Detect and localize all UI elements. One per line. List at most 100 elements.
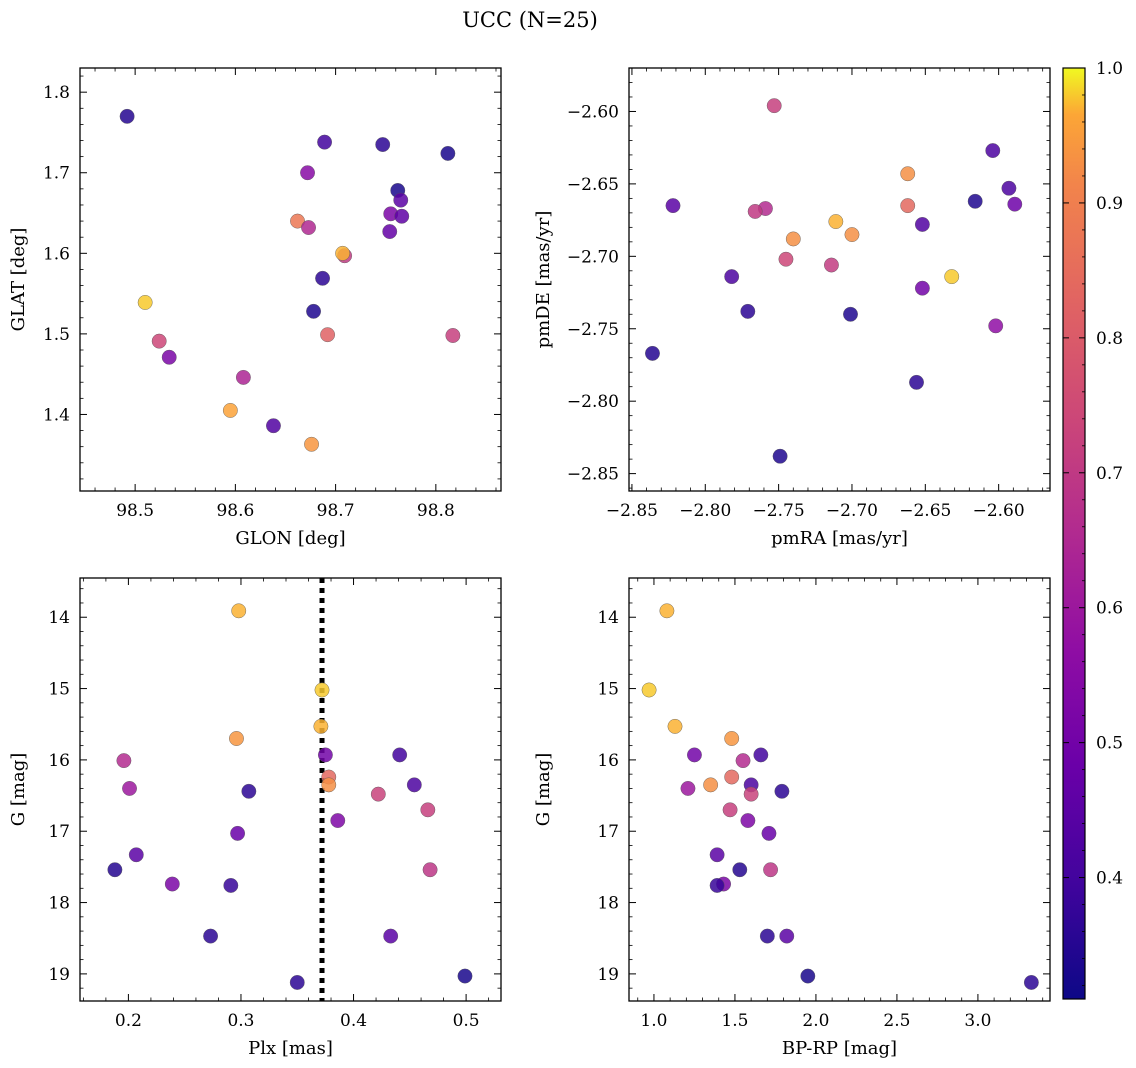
scatter-point (687, 747, 702, 763)
scatter-point (266, 418, 281, 434)
x-tick-label: 1.0 (640, 1011, 667, 1031)
y-tick-label: 1.5 (43, 325, 70, 345)
colorbar-tick-label: 1.0 (1096, 59, 1123, 79)
scatter-point (241, 783, 257, 799)
scatter-point (722, 802, 738, 818)
y-tick-label: 14 (48, 608, 70, 628)
x-tick-label: −2.75 (753, 501, 805, 521)
scatter-point (317, 747, 333, 763)
colorbar: 0.4 0.5 0.6 0.7 0.8 0.9 1.0 (1062, 59, 1123, 1000)
scatter-point (824, 257, 839, 273)
scatter-point (1001, 180, 1017, 196)
scatter-point (761, 825, 777, 841)
panel-plx-g: 0.2 0.3 0.4 0.5 14 15 16 17 18 19 Plx [mas] G [mag] (8, 577, 502, 1059)
scatter-point (222, 403, 238, 418)
scatter-point (753, 747, 769, 763)
scatter-point (778, 251, 794, 267)
scatter-point (828, 214, 844, 229)
y-tick-label: 15 (597, 680, 619, 700)
scatter-point (843, 306, 858, 322)
scatter-point (709, 878, 725, 893)
scatter-point (107, 862, 123, 878)
scatter-point (321, 777, 337, 793)
x-tick-label: 1.5 (721, 1011, 748, 1031)
y-tick-label: 1.7 (43, 164, 70, 184)
scatter-point (785, 231, 801, 247)
y-tick-label: 15 (48, 680, 70, 700)
axes-frame (628, 67, 1051, 492)
scatter-point (900, 198, 916, 214)
scatter-point (659, 603, 675, 619)
scatter-point (203, 928, 218, 944)
x-tick-label: 0.5 (453, 1011, 480, 1031)
y-tick-label: −2.75 (567, 320, 619, 340)
x-tick-label: 98.8 (417, 501, 455, 521)
y-tick-label: 17 (597, 822, 619, 842)
scatter-point (314, 682, 330, 698)
y-tick-label: 1.6 (43, 244, 70, 264)
scatter-point (457, 968, 473, 984)
y-tick-label: 16 (48, 751, 70, 771)
scatter-point (740, 813, 756, 828)
scatter-point (900, 166, 916, 182)
y-axis-label: pmDE [mas/yr] (533, 211, 554, 349)
x-tick-label: 2.5 (883, 1011, 910, 1031)
scatter-point (759, 928, 775, 944)
panel-bprp-g: 1.0 1.5 2.0 2.5 3.0 14 15 16 17 18 19 BP-RP [mag] G … (533, 577, 1051, 1059)
scatter-point (844, 227, 860, 242)
colorbar-tick-label: 0.5 (1096, 734, 1123, 754)
panel-pmra-pmde: −2.85 −2.80 −2.75 −2.70 −2.65 −2.60 −2.85 −2.80… (533, 67, 1051, 549)
y-tick-label: 17 (48, 822, 70, 842)
colorbar-tick-label: 0.9 (1096, 194, 1123, 214)
panel-glon-glat: 98.5 98.6 98.7 98.8 1.4 1.5 1.6 1.7 1.8 GLON [deg… (8, 67, 502, 549)
scatter-point (747, 204, 763, 219)
colorbar-tick-label: 0.8 (1096, 329, 1123, 349)
scatter-point (137, 295, 153, 310)
scatter-point (161, 349, 177, 365)
x-tick-label: 98.6 (216, 501, 254, 521)
x-axis-label: pmRA [mas/yr] (771, 528, 908, 549)
y-tick-label: 1.8 (43, 83, 70, 103)
scatter-point (909, 374, 924, 390)
scatter-point (914, 280, 930, 296)
axes-frame (628, 577, 1051, 1002)
colorbar-tick-label: 0.4 (1096, 869, 1123, 889)
x-axis-label: Plx [mas] (248, 1038, 333, 1059)
y-axis-label: G [mag] (533, 753, 554, 826)
scatter-point (665, 198, 681, 214)
x-tick-label: 2.0 (802, 1011, 829, 1031)
scatter-point (406, 777, 422, 793)
scatter-point (235, 369, 251, 385)
scatter-point (743, 786, 759, 802)
scatter-point (393, 192, 409, 208)
y-tick-label: 16 (597, 751, 619, 771)
x-tick-label: 0.4 (340, 1011, 367, 1031)
x-tick-label: 98.7 (317, 501, 355, 521)
scatter-point (122, 781, 137, 796)
colorbar-gradient (1062, 67, 1086, 1000)
scatter-point (724, 269, 740, 285)
scatter-point (944, 269, 960, 285)
scatter-point (128, 847, 144, 863)
y-tick-label: −2.60 (567, 102, 619, 122)
scatter-point (317, 134, 332, 150)
y-tick-label: −2.65 (567, 175, 619, 195)
scatter-point (383, 928, 399, 944)
scatter-point (164, 876, 180, 892)
scatter-point (914, 217, 930, 232)
scatter-point (313, 718, 329, 734)
scatter-point (229, 731, 244, 746)
scatter-point (231, 603, 247, 619)
x-axis-label: BP-RP [mag] (782, 1038, 897, 1059)
scatter-point (735, 753, 751, 769)
scatter-point (800, 968, 816, 984)
x-tick-label: −2.65 (899, 501, 951, 521)
scatter-point (985, 143, 1001, 158)
scatter-point (774, 783, 790, 799)
scatter-point (119, 108, 135, 124)
scatter-point (709, 847, 725, 863)
scatter-point (763, 862, 778, 878)
y-tick-label: −2.70 (567, 247, 619, 267)
x-axis-label: GLON [deg] (235, 528, 345, 549)
scatter-point (1007, 196, 1023, 212)
